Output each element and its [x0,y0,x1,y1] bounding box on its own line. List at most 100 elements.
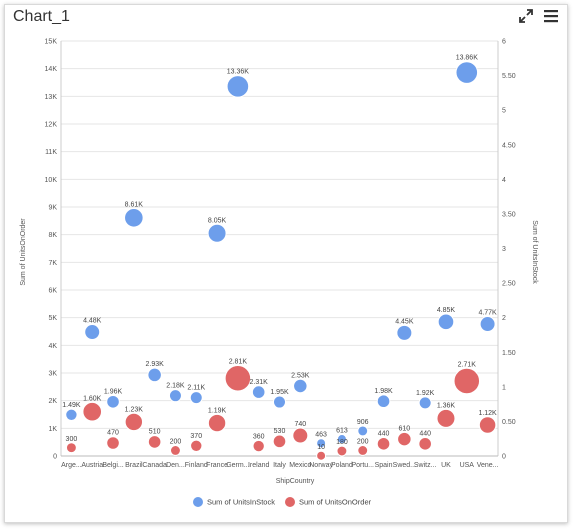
units-on-order-data-label: 510 [149,429,161,436]
x-tick-label: Spain [375,462,393,469]
y-tick-left-label: 0 [53,454,57,461]
units-in-stock-bubble[interactable] [396,324,413,341]
units-in-stock-bubble[interactable] [226,75,250,98]
units-in-stock-data-label: 613 [336,428,348,435]
units-in-stock-bubble[interactable] [207,223,227,243]
x-tick-label: Swed... [393,462,416,469]
units-in-stock-bubble[interactable] [65,408,78,421]
units-in-stock-data-label: 1.92K [416,390,435,397]
units-in-stock-bubble[interactable] [106,394,120,409]
units-on-order-bubble[interactable] [357,445,369,456]
units-in-stock-data-label: 4.85K [437,307,456,314]
y-tick-left-label: 10K [45,177,58,184]
units-in-stock-bubble[interactable] [336,434,347,445]
units-on-order-bubble[interactable] [124,412,144,432]
units-on-order-data-label: 180 [336,439,348,446]
units-on-order-bubble[interactable] [106,436,120,450]
y-tick-right-label: 2.50 [502,281,516,288]
x-tick-label: Italy [273,462,286,469]
units-on-order-bubble[interactable] [252,439,265,453]
units-on-order-bubble[interactable] [65,442,77,454]
hamburger-menu-glyph [544,10,558,23]
y-tick-right-label: 1 [502,384,506,391]
y-tick-left-label: 15K [45,39,58,46]
y-tick-right-label: 3.50 [502,211,516,218]
x-tick-label: Norway [309,462,333,469]
y-tick-left-label: 1K [48,426,57,433]
y-tick-left-label: 2K [48,398,57,405]
units-in-stock-data-label: 4.48K [83,318,102,325]
units-in-stock-bubble[interactable] [189,391,203,405]
y-tick-right-label: 4.50 [502,142,516,149]
units-in-stock-bubble[interactable] [418,396,432,410]
expand-icon[interactable] [519,9,533,23]
y-tick-right-label: 4 [502,177,506,184]
units-on-order-bubble[interactable] [376,437,391,451]
units-in-stock-bubble[interactable] [357,425,369,437]
hamburger-menu-icon[interactable] [543,9,559,23]
units-on-order-bubble[interactable] [336,445,348,457]
units-in-stock-bubble[interactable] [376,394,391,409]
y-tick-left-label: 11K [45,149,57,156]
y-tick-right-label: 6 [502,39,506,46]
y-tick-left-label: 5K [48,315,57,322]
units-in-stock-data-label: 4.45K [395,318,414,325]
units-in-stock-bubble[interactable] [479,316,496,333]
x-tick-label: UK [441,462,451,469]
units-on-order-bubble[interactable] [418,437,432,451]
units-in-stock-bubble[interactable] [437,313,455,331]
units-on-order-bubble[interactable] [224,365,252,392]
x-tick-label: Switz... [414,462,437,469]
units-on-order-bubble[interactable] [147,435,162,449]
legend-label-units-in-stock[interactable]: Sum of UnitsInStock [207,498,275,507]
y-tick-left-label: 12K [45,122,58,129]
units-in-stock-bubble[interactable] [168,389,182,403]
units-on-order-bubble[interactable] [272,434,287,449]
units-on-order-bubble[interactable] [82,401,103,422]
x-tick-label: Arge... [61,462,82,469]
units-on-order-bubble[interactable] [316,450,327,461]
units-on-order-bubble[interactable] [478,416,497,434]
units-on-order-bubble[interactable] [207,413,227,433]
units-in-stock-bubble[interactable] [316,438,327,449]
units-in-stock-data-label: 8.61K [125,201,144,208]
units-in-stock-bubble[interactable] [455,61,479,84]
units-on-order-bubble[interactable] [453,367,481,395]
y-tick-left-label: 9K [48,205,57,212]
units-in-stock-bubble[interactable] [84,324,101,341]
expand-icon-glyph [519,9,533,23]
y-tick-left-label: 4K [48,343,57,350]
units-on-order-data-label: 610 [399,425,411,432]
units-in-stock-bubble[interactable] [124,207,144,228]
x-tick-label: Canada [142,462,167,469]
units-on-order-data-label: 440 [378,431,390,438]
x-tick-label: France [206,462,228,469]
units-on-order-bubble[interactable] [292,427,309,444]
legend-marker-units-in-stock[interactable] [193,497,203,507]
x-tick-label: Austria [81,462,103,469]
x-tick-label: Poland [331,462,353,469]
x-tick-label: Finland [185,462,208,469]
x-tick-label: Brazil [125,462,143,469]
units-on-order-data-label: 1.23K [125,406,144,413]
units-on-order-bubble[interactable] [170,445,181,456]
y-tick-left-label: 8K [48,232,57,239]
y-tick-left-label: 7K [48,260,57,267]
series-layer [65,61,497,461]
units-in-stock-bubble[interactable] [273,395,286,409]
legend-label-units-on-order[interactable]: Sum of UnitsOnOrder [299,498,372,507]
units-in-stock-bubble[interactable] [251,385,266,399]
x-tick-label: Ireland [248,462,270,469]
y-tick-right-label: 1.50 [502,350,516,357]
y-axis-right-label: Sum of UnitsInStock [531,220,538,284]
units-on-order-bubble[interactable] [190,439,203,452]
units-in-stock-bubble[interactable] [147,367,162,383]
legend-marker-units-on-order[interactable] [285,497,295,507]
legend: Sum of UnitsInStock Sum of UnitsOnOrder [193,497,372,507]
y-tick-right-label: 0 [502,454,506,461]
units-on-order-data-label: 1.60K [83,395,102,402]
units-in-stock-bubble[interactable] [293,378,308,394]
units-on-order-bubble[interactable] [397,431,412,447]
units-on-order-bubble[interactable] [436,408,456,428]
